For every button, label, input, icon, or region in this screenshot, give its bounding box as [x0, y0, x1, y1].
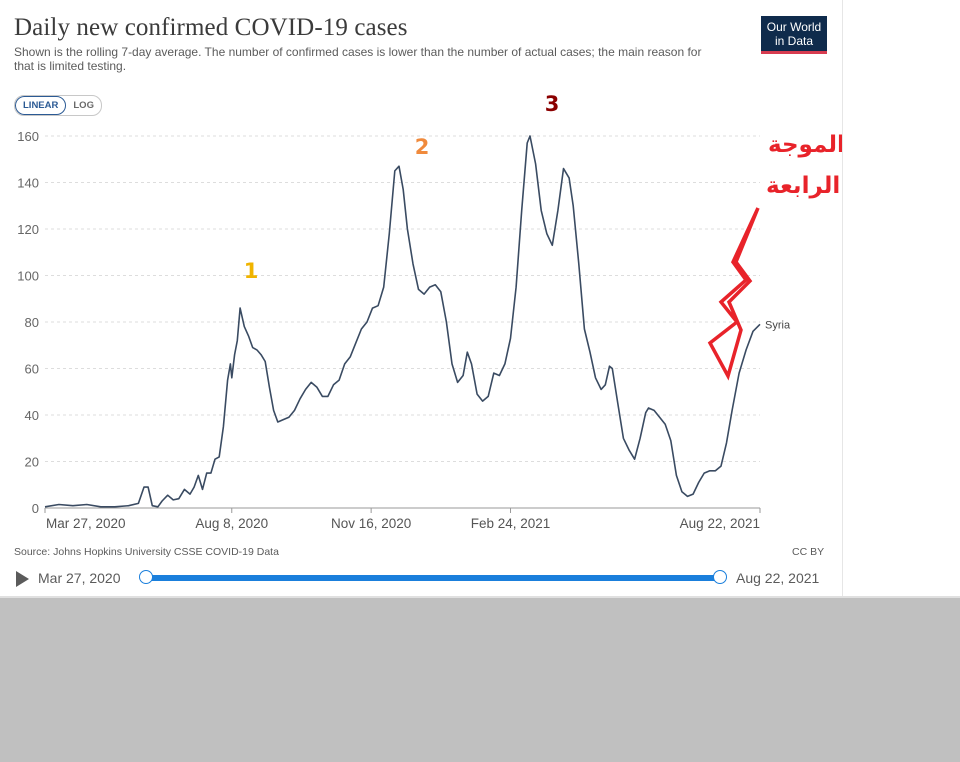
owid-logo[interactable]: Our World in Data [761, 16, 827, 54]
wave-label-3: 3 [545, 92, 560, 116]
y-tick-label: 80 [25, 315, 39, 330]
y-tick-label: 60 [25, 362, 39, 377]
scale-toggle: LINEAR LOG [14, 95, 102, 116]
logo-line2: in Data [774, 34, 814, 48]
x-tick-label: Aug 8, 2020 [195, 516, 268, 531]
license-link[interactable]: CC BY [792, 546, 825, 558]
logo-line1: Our World [766, 20, 822, 34]
fourth-wave-label-line1: بداية الموجة [768, 132, 842, 158]
x-tick-label: Aug 22, 2021 [680, 516, 760, 531]
chart-subtitle: Shown is the rolling 7-day average. The … [14, 45, 702, 73]
source-note[interactable]: Source: Johns Hopkins University CSSE CO… [14, 546, 279, 558]
fourth-wave-label-line2: الرابعة [766, 173, 840, 199]
play-icon[interactable] [16, 571, 29, 587]
logo-accent-bar [761, 51, 827, 54]
x-tick-label: Mar 27, 2020 [46, 516, 126, 531]
y-tick-label: 0 [32, 501, 39, 516]
y-tick-label: 140 [17, 176, 39, 191]
fourth-wave-arrow [707, 207, 760, 381]
series-label-syria: Syria [765, 319, 791, 331]
log-scale-button[interactable]: LOG [73, 100, 94, 111]
timeline-end-handle[interactable] [713, 570, 727, 584]
y-tick-label: 100 [17, 269, 39, 284]
linear-scale-button[interactable]: LINEAR [15, 96, 67, 115]
y-tick-label: 120 [17, 222, 39, 237]
y-tick-label: 160 [17, 129, 39, 144]
timeline-track[interactable] [146, 575, 720, 581]
x-tick-label: Feb 24, 2021 [471, 516, 551, 531]
y-tick-label: 40 [25, 408, 39, 423]
chart-title: Daily new confirmed COVID-19 cases [14, 14, 408, 41]
timeline-end-label: Aug 22, 2021 [736, 570, 820, 586]
wave-label-1: 1 [244, 259, 259, 283]
wave-label-2: 2 [415, 135, 430, 159]
line-chart: 0 20 40 60 80 100 120 140 160 Mar 27, 2020 Aug 8, … [17, 92, 842, 531]
y-tick-label: 20 [25, 455, 39, 470]
series-line-syria [44, 135, 761, 508]
x-tick-label: Nov 16, 2020 [331, 516, 411, 531]
background-panel [0, 598, 960, 762]
timeline-start-handle[interactable] [139, 570, 153, 584]
timeline-start-label: Mar 27, 2020 [38, 570, 121, 586]
